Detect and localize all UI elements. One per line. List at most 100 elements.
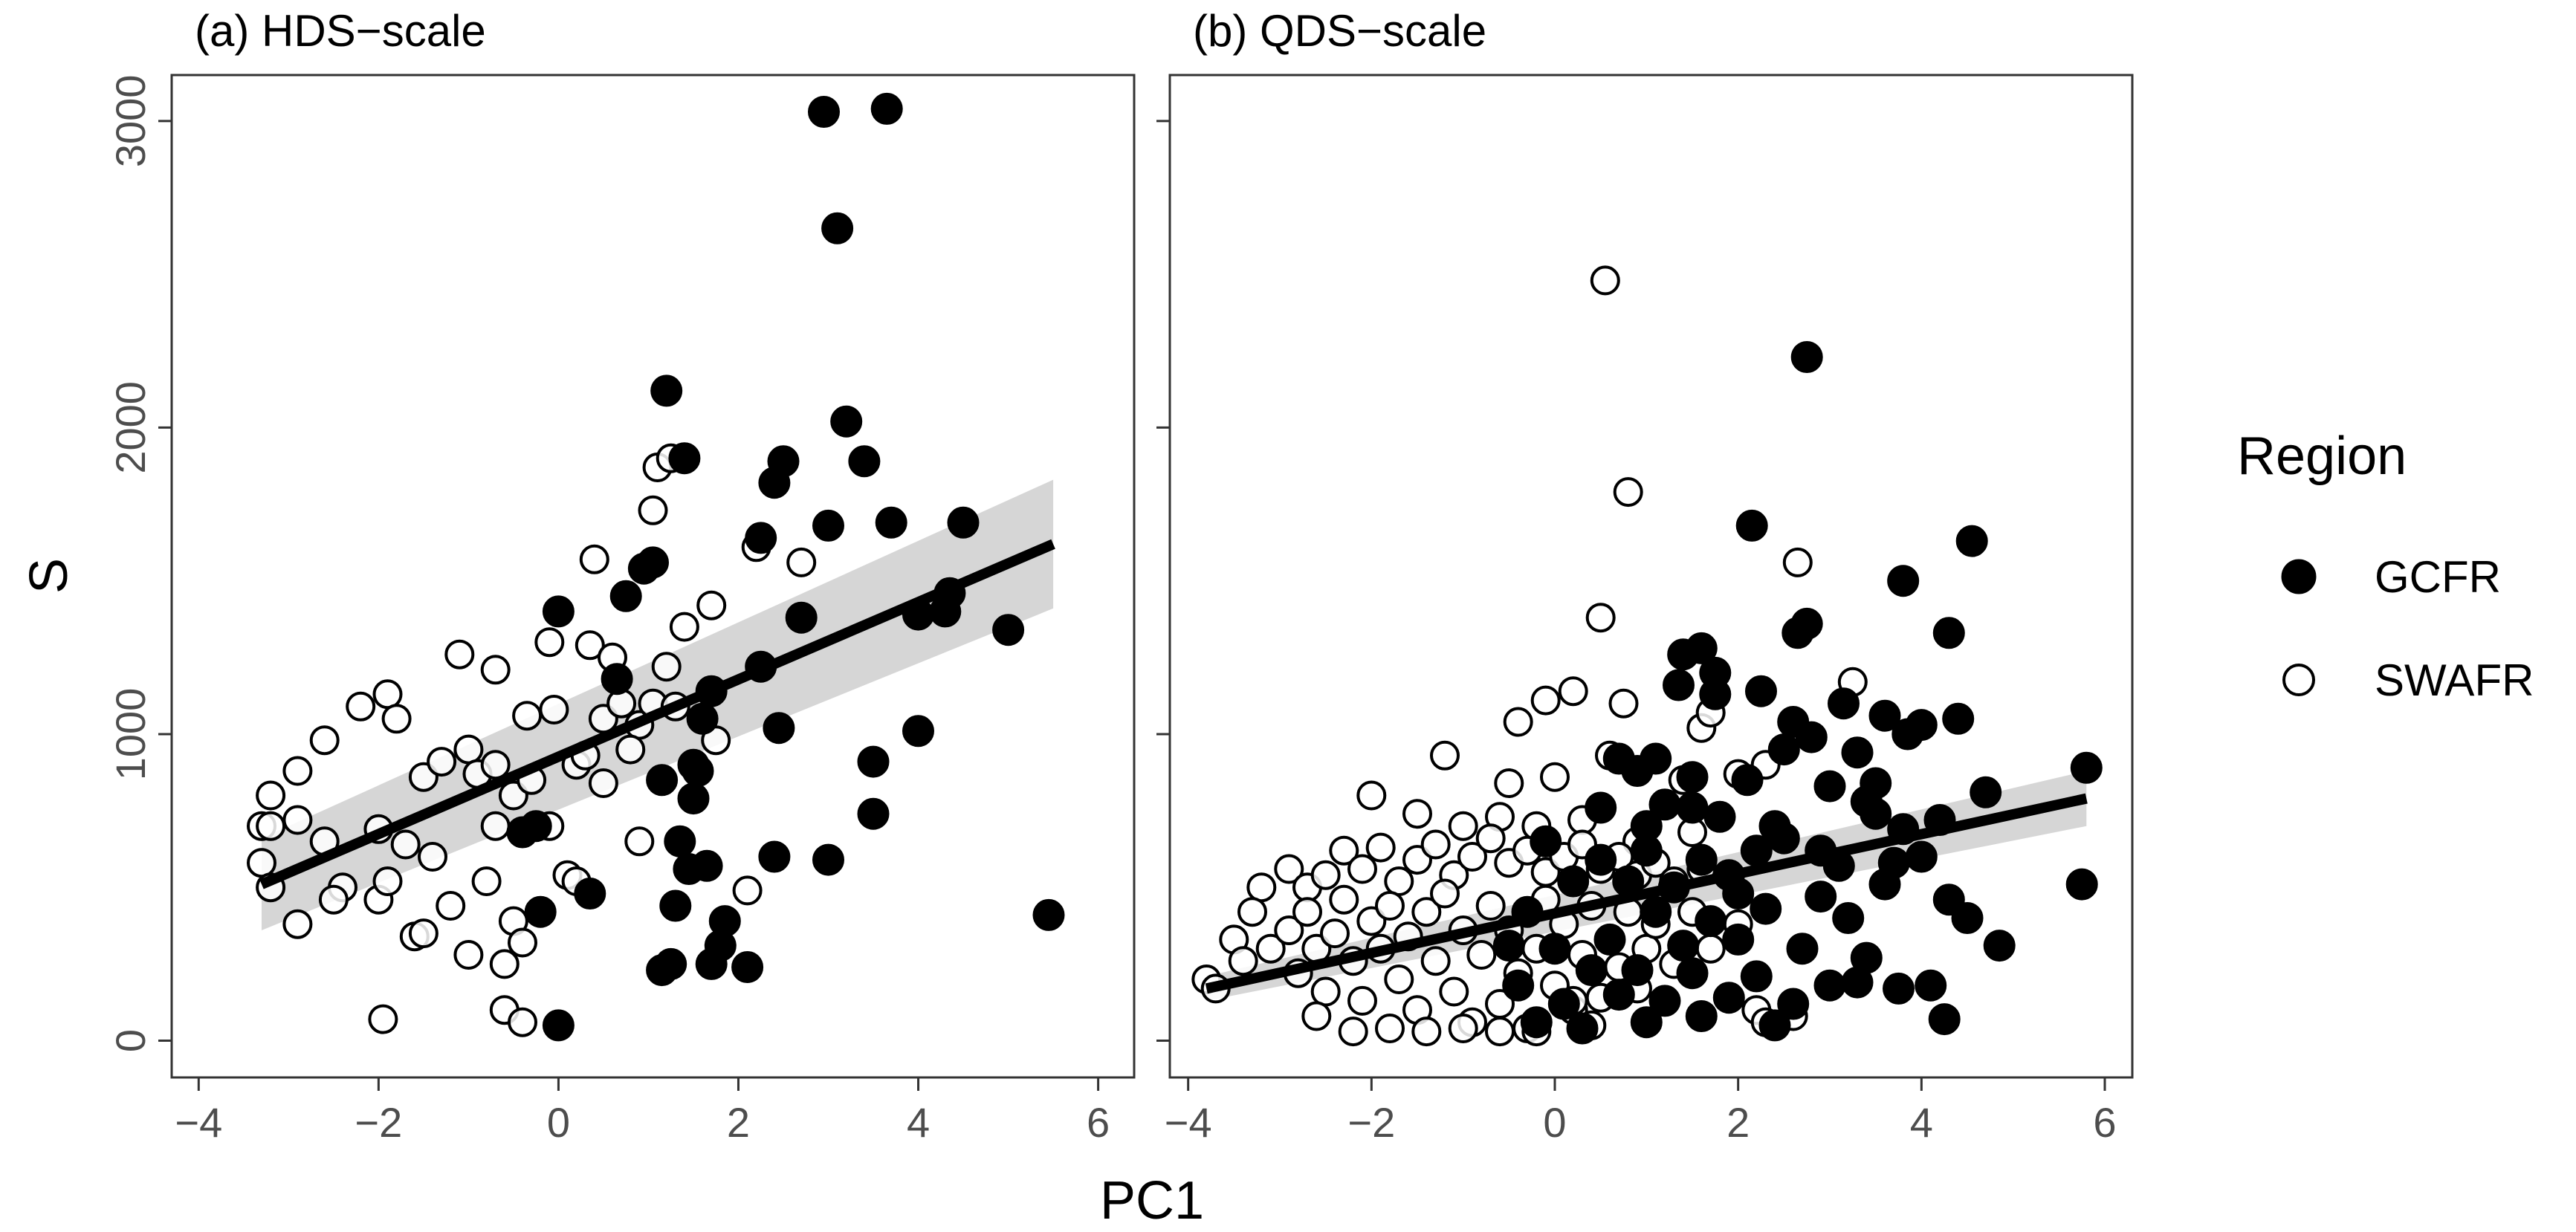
- swafr-point: [1448, 1014, 1478, 1043]
- gcfr-point: [609, 580, 642, 612]
- swafr-point: [418, 842, 447, 872]
- swafr-point: [1540, 762, 1570, 792]
- swafr-point: [786, 547, 817, 577]
- gcfr-point: [1520, 1006, 1553, 1039]
- gcfr-point: [1502, 969, 1535, 1002]
- panel-hds-scale: (a) HDS−scale −4 −2 0 2 4 6 0 1000 2000 3000: [107, 6, 1136, 1146]
- gcfr-point: [1887, 565, 1920, 597]
- x-tick-label: 2: [1726, 1099, 1750, 1146]
- swafr-point: [512, 701, 543, 731]
- swafr-point: [1375, 891, 1405, 921]
- swafr-point: [1585, 603, 1616, 633]
- swafr-point: [282, 909, 313, 939]
- gcfr-point: [1547, 988, 1580, 1020]
- gcfr-point: [1621, 954, 1654, 987]
- gcfr-point: [1790, 341, 1823, 373]
- swafr-point: [534, 627, 565, 658]
- gcfr-point: [1685, 1000, 1718, 1032]
- swafr-point: [1246, 872, 1277, 903]
- gcfr-point: [1781, 617, 1814, 649]
- gcfr-point: [1640, 895, 1672, 928]
- swafr-point: [480, 811, 511, 841]
- gcfr-point: [2065, 868, 2098, 901]
- swafr-point: [471, 866, 502, 896]
- x-axis-title: PC1: [1100, 1171, 1204, 1231]
- swafr-point: [282, 756, 313, 786]
- swafr-point: [427, 747, 457, 777]
- gcfr-point: [1832, 902, 1865, 934]
- gcfr-point: [1557, 865, 1590, 898]
- swafr-point: [1411, 1017, 1442, 1047]
- swafr-point: [1347, 985, 1377, 1016]
- gcfr-point: [646, 764, 679, 797]
- gcfr-point: [812, 843, 844, 876]
- y-tick-label: 0: [107, 1029, 154, 1052]
- swafr-point: [453, 734, 484, 765]
- swafr-point: [732, 875, 763, 906]
- gcfr-point: [1703, 800, 1736, 833]
- swafr-point: [1475, 823, 1506, 854]
- y-tick-label: 2000: [107, 381, 154, 474]
- swafr-point: [508, 1007, 537, 1037]
- gcfr-point: [745, 522, 777, 554]
- swafr-point: [381, 704, 412, 734]
- x-tick-label: 4: [1910, 1099, 1933, 1146]
- gcfr-point: [947, 506, 980, 539]
- gcfr-point: [1758, 1009, 1791, 1042]
- legend-marker-gcfr: [2281, 559, 2317, 594]
- swafr-point: [1411, 897, 1442, 927]
- gcfr-point: [1685, 843, 1718, 876]
- gcfr-point: [1585, 843, 1617, 876]
- swafr-point: [1613, 477, 1643, 508]
- gcfr-point: [1593, 923, 1626, 956]
- legend-title: Region: [2237, 427, 2407, 486]
- swafr-point: [1320, 918, 1350, 949]
- swafr-point: [624, 826, 655, 857]
- swafr-point: [1590, 265, 1620, 296]
- gcfr-point: [659, 889, 692, 922]
- swafr-point: [372, 866, 403, 896]
- x-tick-label: 6: [1087, 1099, 1110, 1146]
- gcfr-point: [992, 614, 1025, 646]
- gcfr-point: [1032, 898, 1065, 931]
- gcfr-point: [1740, 960, 1773, 993]
- gcfr-point: [1602, 742, 1635, 775]
- swafr-point: [1530, 685, 1561, 716]
- gcfr-point: [1667, 930, 1700, 962]
- gcfr-point: [758, 840, 791, 873]
- regression-line: [1205, 793, 2088, 994]
- swafr-point: [1782, 547, 1813, 577]
- gcfr-point: [1735, 509, 1768, 542]
- gcfr-point: [1566, 1012, 1599, 1045]
- gcfr-point: [1868, 868, 1901, 901]
- gcfr-point: [1750, 892, 1782, 925]
- gcfr-point: [686, 702, 719, 735]
- gcfr-point: [830, 405, 863, 438]
- gcfr-point: [664, 825, 696, 857]
- gcfr-point: [1699, 678, 1732, 710]
- x-tick-label: −2: [1347, 1099, 1395, 1146]
- x-tick-label: 6: [2093, 1099, 2116, 1146]
- panel-qds-scale: (b) QDS−scale −4 −2 0 2 4 6: [1156, 6, 2134, 1146]
- gcfr-point: [1740, 834, 1773, 867]
- swafr-point: [256, 780, 286, 811]
- gcfr-point: [1786, 933, 1819, 965]
- gcfr-point: [1970, 776, 2002, 808]
- gcfr-point: [668, 442, 701, 475]
- swafr-point: [669, 612, 699, 642]
- x-tick-label: 2: [727, 1099, 750, 1146]
- x-tick-label: 0: [1543, 1099, 1566, 1146]
- swafr-point: [480, 655, 511, 685]
- swafr-point: [1329, 835, 1359, 866]
- gcfr-point: [1850, 785, 1883, 818]
- gcfr-point: [1905, 840, 1938, 873]
- gcfr-point: [1932, 884, 1965, 916]
- gcfr-point: [627, 552, 660, 585]
- swafr-point: [1384, 866, 1414, 896]
- x-tick-label: −4: [1165, 1099, 1212, 1146]
- gcfr-point: [524, 895, 557, 928]
- swafr-point: [1310, 976, 1341, 1007]
- gcfr-point: [542, 1009, 575, 1042]
- swafr-point: [309, 725, 340, 756]
- gcfr-point: [758, 467, 791, 499]
